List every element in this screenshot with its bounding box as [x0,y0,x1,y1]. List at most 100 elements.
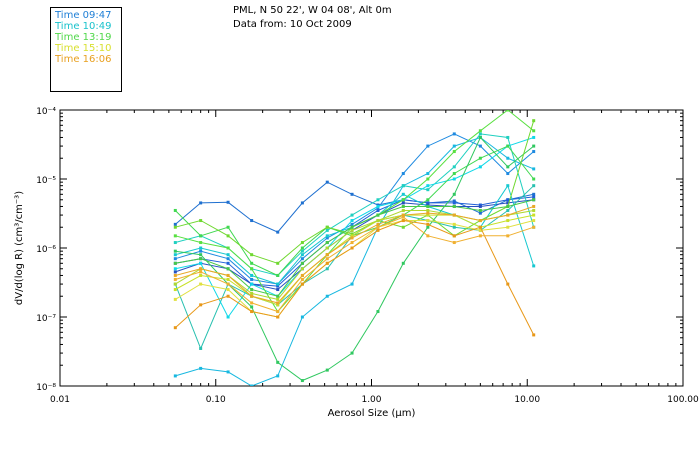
data-point [506,208,510,212]
data-point [452,222,456,226]
data-point [173,253,177,257]
data-point [226,200,230,204]
data-point [300,246,304,250]
data-point [506,110,510,112]
data-point [325,261,329,265]
data-point [300,249,304,253]
data-point [325,294,329,298]
x-axis-title: Aerosol Size (μm) [328,408,416,419]
data-point [478,219,482,223]
data-point [478,204,482,208]
data-point [199,234,203,238]
data-point [173,282,177,286]
data-point [173,234,177,238]
data-point [276,273,280,277]
data-point [478,135,482,139]
data-point [325,257,329,261]
legend-entry: Time 15:10 [55,43,112,54]
data-point [226,294,230,298]
data-point [506,282,510,286]
data-point [350,222,354,226]
data-point [325,236,329,240]
data-point [300,273,304,277]
data-point [276,360,280,364]
legend: Time 09:47 Time 10:49 Time 13:19 Time 15… [50,7,122,92]
data-point [226,315,230,319]
data-point [506,201,510,205]
data-point [350,219,354,223]
data-point [426,234,430,238]
x-tick-label: 100.00 [667,395,699,405]
data-point [199,366,203,370]
location-label: PML, N 50 22', W 04 08', Alt 0m [233,5,392,16]
data-point [426,184,430,188]
data-point [173,257,177,261]
data-point [276,297,280,301]
data-point [300,267,304,271]
y-tick-label: 10⁻⁵ [36,176,56,186]
data-point [506,219,510,223]
data-point [325,225,329,229]
data-point [250,384,254,386]
series-09-47-d [173,132,536,286]
data-point [506,144,510,148]
data-point [325,253,329,257]
data-point [250,291,254,295]
x-tick-label: 1.00 [361,395,381,405]
y-tick-label: 10⁻⁷ [36,314,56,324]
data-point [325,180,329,184]
data-point [173,249,177,253]
data-point [250,310,254,314]
data-point [532,135,536,139]
data-point [401,208,405,212]
data-point [199,303,203,307]
data-point [350,213,354,217]
data-point [226,277,230,281]
data-point [173,297,177,301]
data-point [250,267,254,271]
data-point [376,204,380,208]
data-point [226,273,230,277]
data-point [478,225,482,229]
data-point [426,177,430,181]
data-point [300,261,304,265]
data-point [532,150,536,154]
data-point [325,246,329,250]
data-point [350,351,354,355]
axis-ticks: 0.01 0.10 1.00 10.00 100.00 10⁻⁸ 10⁻⁷ 10⁻⁶ 10⁻⁵ 1… [36,107,699,405]
data-point [452,213,456,217]
data-point [276,230,280,234]
chart-header: PML, N 50 22', W 04 08', Alt 0m Data fro… [233,4,392,32]
data-point [276,303,280,307]
x-tick-label: 0.01 [50,395,70,405]
data-point [199,282,203,286]
data-point [350,234,354,238]
data-point [173,288,177,292]
y-tick-label: 10⁻⁸ [36,383,56,393]
data-point [506,135,510,139]
date-label: Data from: 10 Oct 2009 [233,19,352,30]
data-point [452,201,456,205]
data-point [478,129,482,133]
data-point [532,225,536,229]
series-16-06-a [173,219,536,337]
data-point [532,213,536,217]
data-point [401,172,405,176]
series-13-19-c [173,135,536,383]
data-point [173,241,177,245]
series-13-19-d [173,119,536,265]
series-layer [173,110,536,386]
data-point [250,294,254,298]
x-tick-label: 10.00 [514,395,540,405]
data-point [376,228,380,232]
data-point [325,241,329,245]
data-point [250,301,254,305]
data-point [376,310,380,314]
data-point [506,225,510,229]
data-point [426,172,430,176]
data-point [199,270,203,274]
data-point [276,294,280,298]
data-point [300,241,304,245]
data-point [300,257,304,261]
data-point [250,261,254,265]
